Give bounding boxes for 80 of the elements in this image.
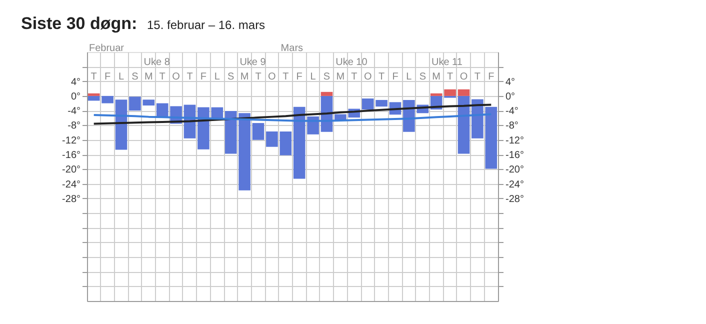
y-tick-label: -20° [62, 164, 80, 176]
line-series [92, 104, 492, 125]
bar [458, 89, 470, 96]
y2-tick-label: -24° [506, 179, 524, 190]
bar [485, 106, 498, 169]
y-tick-label: -16° [62, 150, 80, 162]
x-tick-label: T [186, 72, 193, 82]
bar [142, 100, 155, 106]
x-tick-label: T [90, 72, 97, 82]
x-tick-label: F [296, 72, 302, 82]
x-tick-label: S [419, 72, 426, 82]
bar [198, 107, 210, 150]
annotation: Mars [280, 43, 304, 54]
bar [444, 89, 456, 96]
bar [88, 96, 100, 101]
x-tick-label: O [268, 72, 276, 82]
annotation: Uke 9 [240, 57, 266, 68]
y2-tick-label: -28° [506, 194, 524, 205]
bar [293, 106, 306, 179]
chart-title: Siste 30 døgn: [21, 14, 138, 33]
bar [430, 93, 442, 96]
x-tick-label: T [378, 72, 385, 82]
bar [102, 96, 114, 104]
bar [115, 100, 128, 150]
bar [280, 131, 292, 156]
bar [238, 113, 250, 190]
y2-tick-label: -4° [506, 106, 518, 118]
x-tick-label: M [336, 72, 345, 82]
bar [376, 100, 388, 107]
x-tick-label: S [132, 72, 139, 82]
line-series [92, 113, 492, 122]
y-tick-label: 4° [70, 76, 80, 88]
bar [252, 123, 264, 140]
x-tick-label: M [144, 72, 153, 82]
bar [458, 96, 470, 154]
y-tick-label: -12° [62, 135, 80, 146]
bar [224, 110, 237, 154]
x-tick-label: O [172, 72, 180, 82]
bar [266, 131, 278, 147]
annotation: Uke 11 [432, 57, 463, 68]
x-tick-label: T [282, 72, 289, 82]
y2-tick-label: -8° [506, 120, 518, 132]
x-tick-label: O [364, 72, 372, 82]
x-tick-label: T [255, 72, 262, 82]
y2-tick-label: -12° [506, 135, 524, 146]
x-tick-label: L [310, 72, 316, 82]
bar [362, 98, 374, 110]
x-tick-label: F [200, 72, 207, 82]
y2-tick-label: -16° [506, 150, 524, 162]
annotation: Uke 10 [336, 57, 368, 68]
y2-tick-label: 0° [506, 91, 516, 102]
x-tick-label: L [118, 72, 124, 82]
bar [129, 96, 141, 111]
x-tick-label: T [446, 72, 454, 82]
y-tick-label: -24° [62, 179, 80, 190]
x-tick-label: M [240, 72, 249, 82]
x-tick-label: F [392, 72, 398, 82]
x-tick-label: L [406, 72, 412, 82]
y-tick-label: -4° [68, 106, 80, 118]
y-tick-label: -28° [62, 194, 80, 205]
y2-tick-label: 4° [506, 76, 516, 88]
y-tick-label: 0° [70, 91, 80, 102]
y-tick-label: -8° [68, 120, 80, 132]
x-tick-label: S [228, 72, 235, 82]
chart-subtitle: 15. februar – 16. mars [147, 18, 266, 32]
x-tick-label: L [214, 72, 220, 82]
bar [88, 93, 100, 96]
x-tick-label: T [351, 72, 358, 82]
x-tick-label: S [323, 72, 330, 82]
bar [320, 92, 333, 96]
annotation: Uke 8 [144, 57, 170, 68]
y2-tick-label: -20° [506, 164, 524, 176]
x-tick-label: M [432, 72, 441, 82]
bar [472, 99, 484, 138]
x-tick-label: O [460, 72, 468, 82]
x-tick-label: T [159, 72, 166, 82]
x-tick-label: T [474, 72, 481, 82]
x-tick-label: F [488, 72, 494, 82]
x-tick-label: F [104, 72, 111, 82]
annotation: Februar [89, 43, 125, 54]
